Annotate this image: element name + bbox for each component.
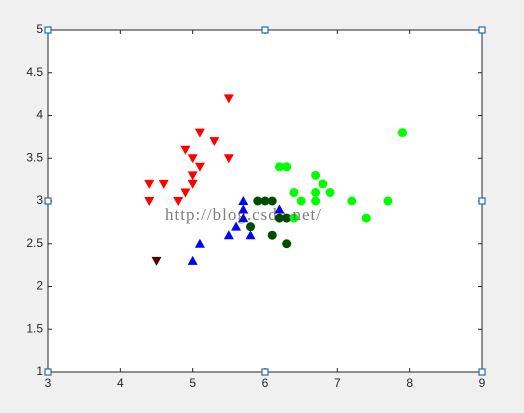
x-tick-label: 3 (45, 376, 52, 390)
point (223, 230, 234, 240)
y-tick-label: 1.5 (26, 321, 43, 335)
y-tick-label: 3 (36, 193, 43, 207)
point (311, 196, 321, 206)
point (187, 255, 198, 265)
selection-handle (44, 197, 52, 205)
point (282, 239, 292, 249)
selection-handle (478, 26, 486, 34)
selection-handle (261, 368, 269, 376)
point (311, 187, 321, 197)
selection-handle (44, 368, 52, 376)
point (311, 170, 321, 180)
x-tick-label: 4 (117, 376, 124, 390)
point (253, 196, 263, 206)
point (144, 197, 155, 206)
selection-handle (261, 26, 269, 34)
point (187, 171, 198, 181)
point (180, 188, 191, 198)
point (223, 94, 234, 104)
y-tick-label: 4 (36, 108, 43, 122)
point (187, 179, 198, 189)
point (383, 196, 393, 206)
x-tick-label: 9 (479, 376, 486, 390)
point (267, 196, 277, 206)
point (144, 179, 155, 189)
point (267, 230, 277, 240)
point (361, 213, 371, 223)
selection-handle (478, 197, 486, 205)
point (347, 196, 357, 206)
point (260, 196, 270, 206)
point (296, 196, 306, 206)
y-tick-label: 2 (36, 279, 43, 293)
watermark: http://blog.csdn.net/ (165, 205, 322, 224)
point (397, 128, 407, 138)
point (238, 196, 249, 205)
point (274, 204, 285, 214)
x-tick-label: 5 (189, 376, 196, 390)
point (238, 204, 249, 214)
y-tick-label: 1 (36, 364, 43, 378)
x-tick-label: 7 (334, 376, 341, 390)
point (274, 213, 284, 223)
point (238, 213, 249, 223)
point (173, 197, 184, 206)
point (231, 221, 242, 231)
y-tick-label: 2.5 (26, 236, 43, 250)
point (282, 162, 292, 172)
point (209, 137, 220, 147)
x-tick-label: 6 (262, 376, 269, 390)
point (194, 238, 205, 248)
point (289, 187, 299, 197)
point (325, 187, 335, 197)
y-tick-label: 3.5 (26, 150, 43, 164)
point (318, 179, 328, 189)
point (245, 230, 256, 240)
point (194, 162, 205, 172)
point (187, 154, 198, 164)
selection-handle (478, 368, 486, 376)
y-tick-label: 4.5 (26, 65, 43, 79)
selection-handle (44, 26, 52, 34)
point (289, 213, 299, 223)
point (246, 222, 256, 232)
point (194, 128, 205, 138)
point (151, 256, 162, 266)
y-tick-label: 5 (36, 22, 43, 36)
x-tick-label: 8 (406, 376, 413, 390)
point (180, 145, 191, 155)
point (282, 213, 292, 223)
point (158, 179, 169, 189)
point (223, 154, 234, 164)
point (274, 162, 284, 172)
